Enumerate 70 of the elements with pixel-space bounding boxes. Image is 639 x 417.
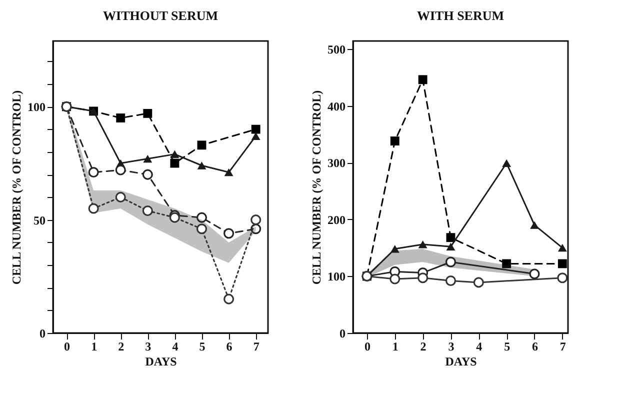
point [558,259,567,268]
point [142,169,153,180]
point [88,167,99,178]
x-tick-label: 6 [532,340,538,354]
point [197,140,206,150]
point [473,277,484,288]
point [197,162,206,170]
x-axis-title: DAYS [145,354,178,368]
x-tick-label: 0 [64,340,70,354]
x-tick-label: 6 [226,340,232,354]
x-tick-label: 4 [476,340,482,354]
x-tick-label: 1 [392,340,398,354]
point [390,136,400,146]
y-tick-label: 0 [340,326,346,340]
point [251,132,260,140]
point [530,221,539,229]
x-tick-label: 2 [118,340,124,354]
y-tick-label: 100 [328,270,346,284]
point [142,206,153,216]
y-tick-label: 200 [328,212,346,227]
point [196,212,208,223]
x-tick-label: 7 [253,340,260,354]
y-axis-title: CELL NUMBER (% OF CONTROL) [10,90,24,285]
x-axis-title: DAYS [445,354,478,368]
point [390,274,400,284]
point [445,256,456,268]
x-tick-label: 3 [448,340,454,354]
chart-title: WITH SERUM [416,8,504,23]
point [502,259,512,268]
point [170,158,180,168]
point [558,244,567,252]
point [446,242,456,251]
point [446,233,456,242]
point [115,192,126,202]
point [418,272,428,284]
x-tick-label: 4 [172,340,178,354]
point [502,159,512,168]
y-tick-label: 300 [328,156,346,170]
x-tick-label: 1 [91,340,98,354]
y-tick-label: 100 [28,100,46,114]
point [143,154,152,163]
point [143,108,152,118]
point [196,224,208,234]
point [250,214,262,226]
x-tick-label: 3 [145,340,152,354]
point [251,124,260,134]
y-axis-title: CELL NUMBER (% OF CONTROL) [310,90,324,285]
x-tick-label: 2 [420,340,426,354]
y-tick-label: 500 [328,42,346,56]
point [529,268,540,280]
point [116,113,126,122]
point [418,75,428,84]
chart-title: WITHOUT SERUM [103,8,218,23]
point [445,275,456,286]
x-tick-label: 5 [504,340,510,354]
point [224,168,234,176]
point [224,294,234,304]
x-tick-label: 0 [364,340,370,354]
point [170,150,180,158]
x-tick-label: 7 [560,340,566,354]
y-tick-label: 400 [328,99,346,114]
point [557,272,568,284]
y-tick-label: 50 [34,213,46,228]
point [88,203,99,214]
x-tick-label: 5 [199,340,206,354]
point [418,240,428,248]
y-tick-label: 0 [40,326,46,340]
point [390,245,400,253]
point [115,164,126,176]
point [224,228,234,239]
